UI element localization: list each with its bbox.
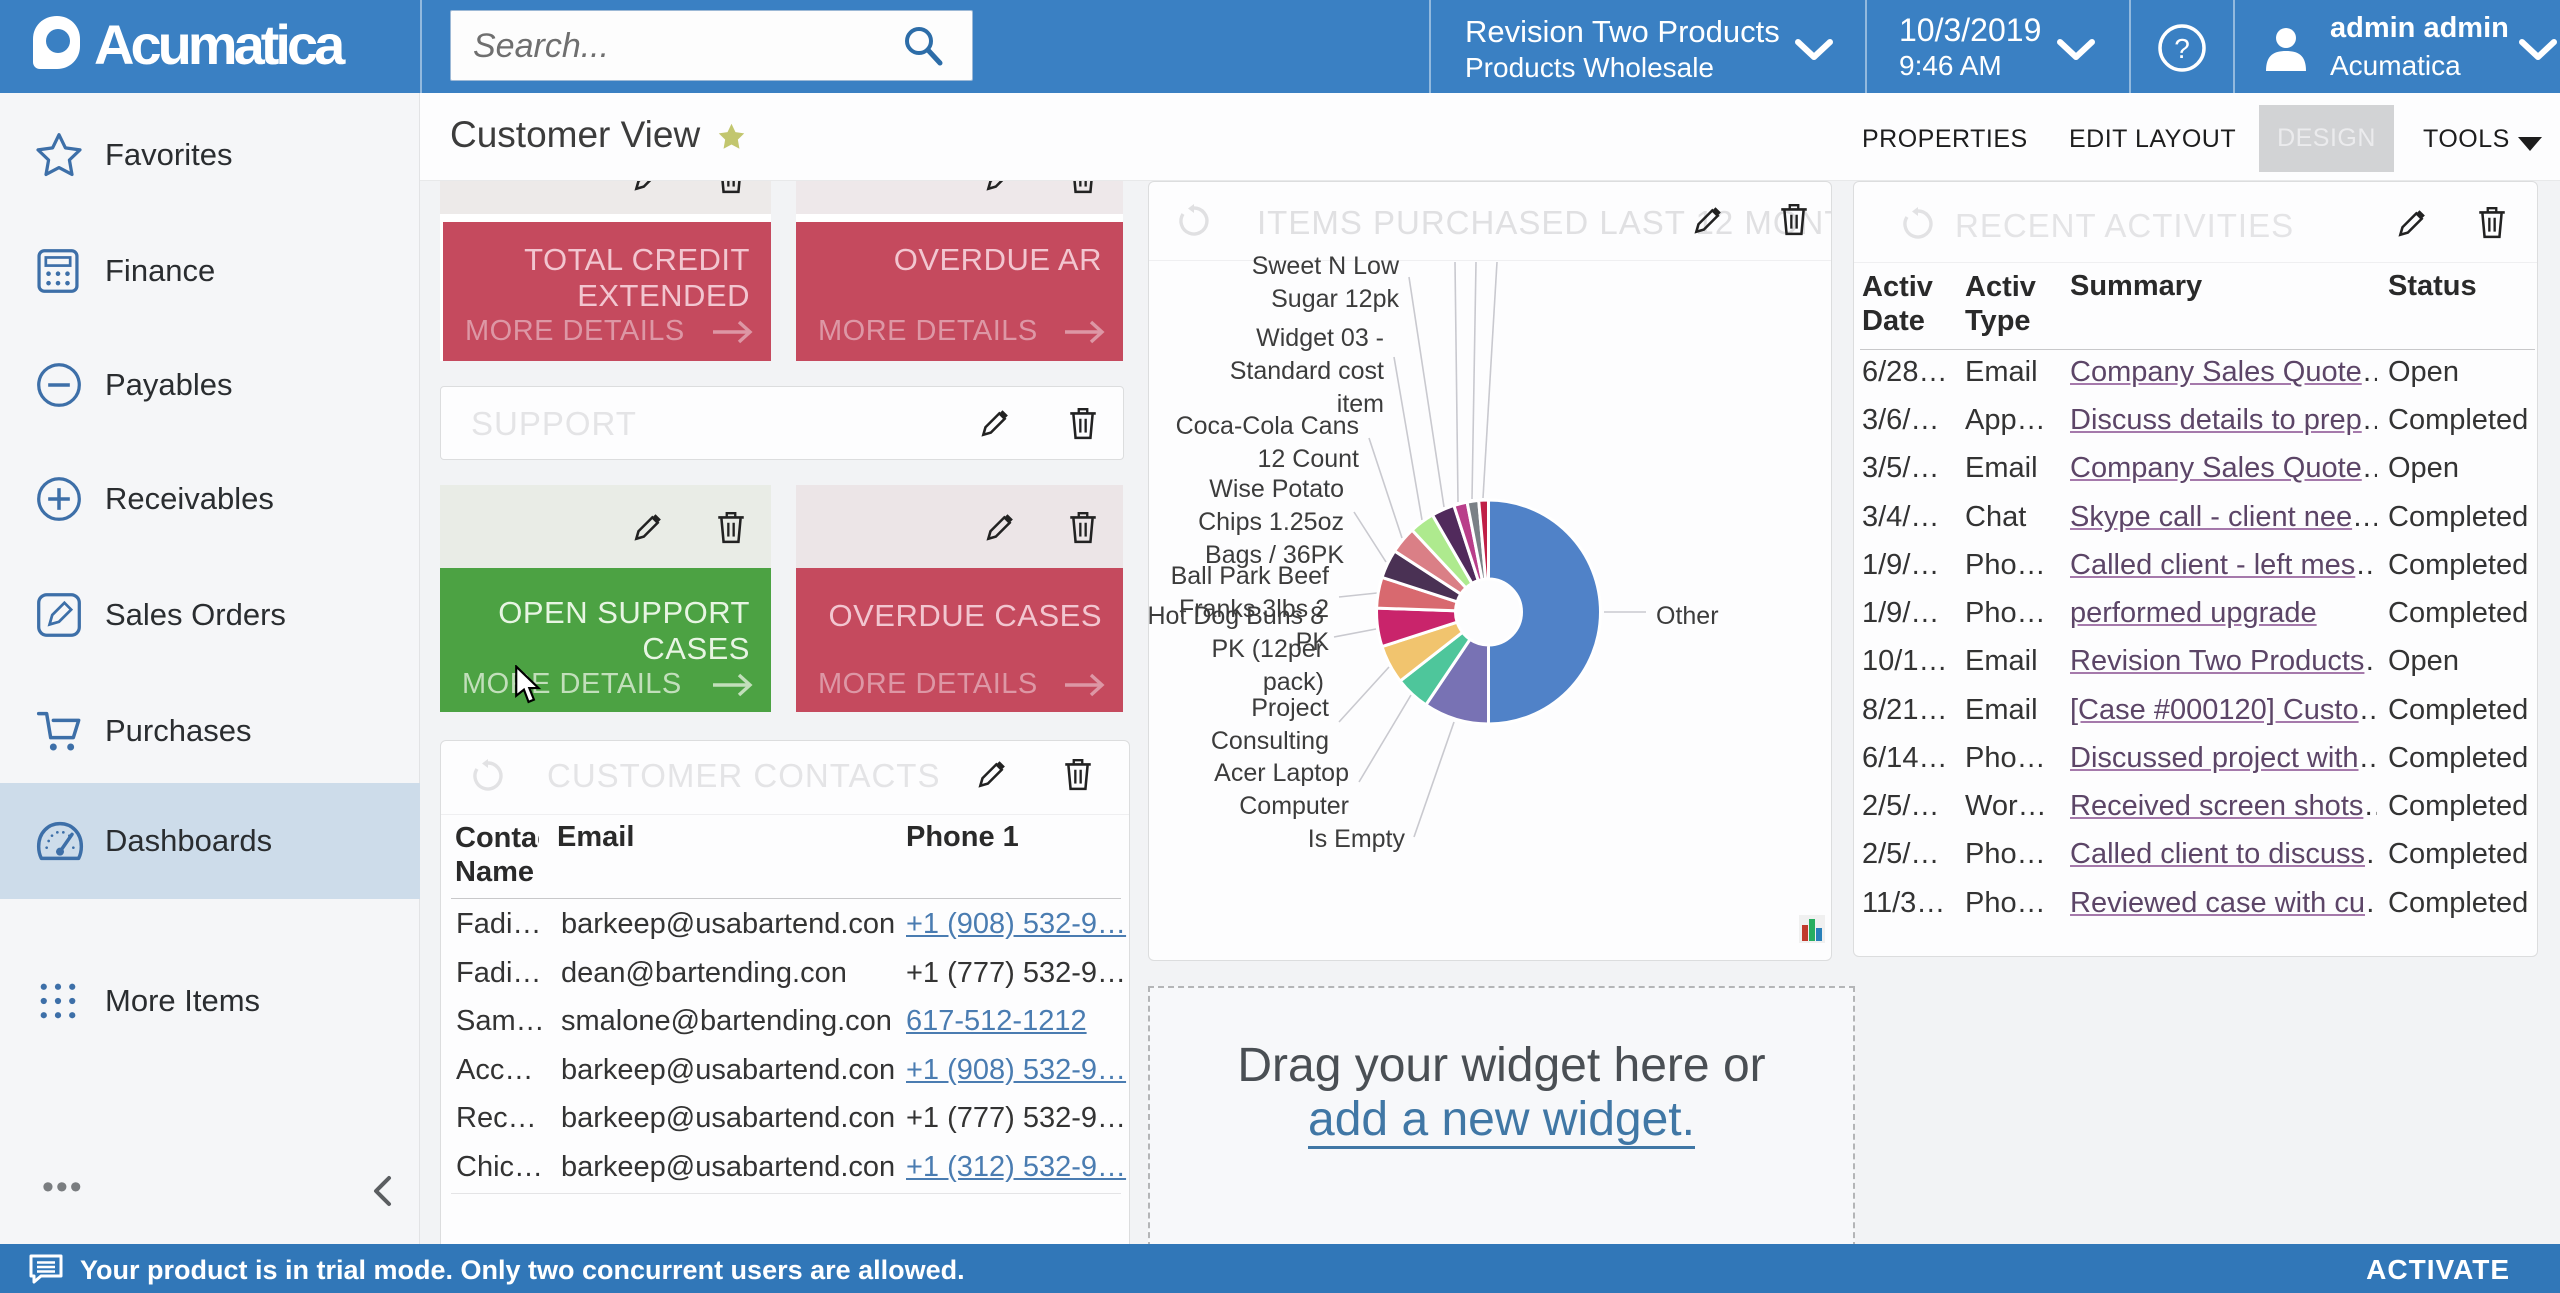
svg-text:?: ?: [2174, 33, 2190, 64]
